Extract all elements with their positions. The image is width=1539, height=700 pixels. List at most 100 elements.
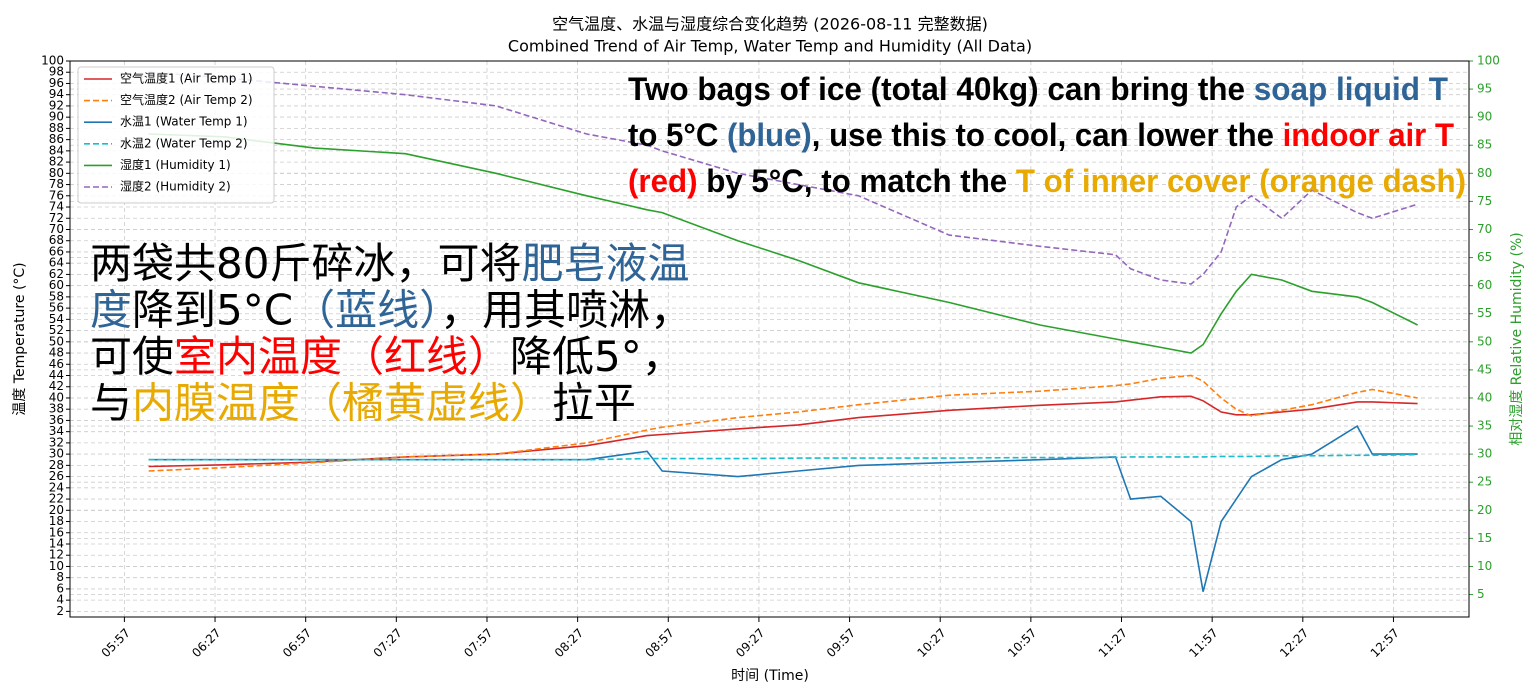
y-tick-label: 64: [49, 256, 64, 270]
annotation-line: (red) by 5°C, to match the T of inner co…: [628, 163, 1466, 199]
annotation-text: 降到5°C: [132, 285, 293, 334]
x-tick-label: 09:27: [733, 626, 767, 660]
y2-tick-label: 90: [1477, 110, 1492, 124]
y-axis-label: 温度 Temperature (°C): [12, 262, 28, 415]
y-tick-label: 2: [56, 604, 64, 618]
series-line: [148, 374, 1418, 472]
annotation-text: (red): [628, 163, 698, 199]
y2-tick-label: 75: [1477, 194, 1492, 208]
y2-tick-label: 70: [1477, 222, 1492, 236]
y-tick-label: 60: [49, 278, 64, 292]
y-tick-label: 94: [49, 87, 64, 101]
y-tick-label: 86: [49, 132, 64, 146]
annotation-text: 与: [90, 378, 132, 427]
y-tick-label: 76: [49, 188, 64, 202]
x-tick-label: 11:27: [1096, 626, 1130, 660]
annotation-text: 可使: [90, 332, 174, 381]
y-tick-label: 8: [56, 570, 64, 584]
y2-tick-label: 10: [1477, 559, 1492, 573]
y-tick-label: 96: [49, 76, 64, 90]
y2-tick-label: 5: [1477, 587, 1485, 601]
legend-label: 空气温度1 (Air Temp 1): [120, 71, 253, 86]
x-tick-label: 08:27: [552, 626, 586, 660]
y-tick-label: 72: [49, 211, 64, 225]
annotation-line: 与内膜温度（橘黄虚线）拉平: [90, 378, 636, 427]
y-tick-label: 32: [49, 435, 64, 449]
y-tick-label: 16: [49, 525, 64, 539]
y-tick-label: 74: [49, 200, 64, 214]
annotation-text: Two bags of ice (total 40kg) can bring t…: [628, 71, 1254, 107]
annotation-text: indoor air T: [1283, 117, 1455, 153]
y-tick-label: 68: [49, 233, 64, 247]
y-tick-label: 98: [49, 65, 64, 79]
annotation-line: 可使室内温度（红线）降低5°，: [90, 332, 684, 381]
y-tick-label: 62: [49, 267, 64, 281]
y2-tick-label: 55: [1477, 306, 1492, 320]
series-line: [148, 453, 1418, 461]
y2-tick-label: 65: [1477, 250, 1492, 264]
y2-tick-label: 20: [1477, 503, 1492, 517]
y2-tick-label: 80: [1477, 166, 1492, 180]
legend-label: 空气温度2 (Air Temp 2): [120, 92, 253, 107]
y-tick-label: 18: [49, 514, 64, 528]
x-tick-label: 05:57: [99, 626, 133, 660]
y2-tick-label: 45: [1477, 362, 1492, 376]
x-tick-label: 10:57: [1005, 626, 1039, 660]
annotation-text: to 5°C: [628, 117, 727, 153]
y-tick-label: 82: [49, 155, 64, 169]
annotation-text: , use this to cool, can lower the: [812, 117, 1283, 153]
annotation-text: 拉平: [552, 378, 636, 427]
y2-axis-label: 相对湿度 Relative Humidity (%): [1509, 232, 1525, 446]
y-tick-label: 56: [49, 301, 64, 315]
series-line: [148, 71, 1418, 285]
x-tick-label: 06:57: [280, 626, 314, 660]
y2-tick-label: 15: [1477, 531, 1492, 545]
y-tick-label: 58: [49, 289, 64, 303]
y2-tick-label: 60: [1477, 278, 1492, 292]
y-tick-label: 50: [49, 334, 64, 348]
x-tick-label: 12:57: [1368, 626, 1402, 660]
legend-label: 水温2 (Water Temp 2): [120, 136, 248, 150]
y-tick-label: 34: [49, 424, 64, 438]
annotation-text: by 5°C, to match the: [698, 163, 1016, 199]
y-tick-label: 44: [49, 368, 64, 382]
y2-tick-label: 50: [1477, 334, 1492, 348]
y-tick-label: 30: [49, 447, 64, 461]
annotation-text: 度: [90, 285, 132, 334]
annotation-line: 度降到5°C（蓝线），用其喷淋，: [90, 285, 692, 334]
annotation-text: （蓝线）: [293, 285, 440, 334]
y2-tick-label: 95: [1477, 82, 1492, 96]
y2-tick-label: 40: [1477, 390, 1492, 404]
annotation-text: 两袋共80斤碎冰，可将: [90, 239, 521, 288]
y-tick-label: 52: [49, 323, 64, 337]
x-tick-label: 07:57: [461, 626, 495, 660]
y-tick-label: 66: [49, 244, 64, 258]
x-tick-label: 09:57: [824, 626, 858, 660]
series-line: [148, 133, 1418, 354]
x-tick-label: 07:27: [371, 626, 405, 660]
series-line: [148, 424, 1418, 592]
y-tick-label: 80: [49, 166, 64, 180]
y2-tick-label: 35: [1477, 419, 1492, 433]
annotation-line: Two bags of ice (total 40kg) can bring t…: [628, 71, 1448, 107]
annotation-text: ，用其喷淋，: [440, 285, 692, 334]
x-axis-label: 时间 (Time): [731, 668, 809, 684]
annotation-line: 两袋共80斤碎冰，可将肥皂液温: [90, 239, 689, 288]
annotation-text: (blue): [727, 117, 812, 153]
legend-label: 水温1 (Water Temp 1): [120, 115, 248, 129]
legend-box: [77, 66, 275, 204]
x-tick-label: 08:57: [643, 626, 677, 660]
x-tick-label: 11:57: [1186, 626, 1220, 660]
y-tick-label: 46: [49, 357, 64, 371]
y-tick-label: 6: [56, 581, 64, 595]
y2-tick-label: 100: [1477, 54, 1500, 68]
chart-title: 空气温度、水温与湿度综合变化趋势 (2026-08-11 完整数据): [552, 15, 988, 34]
annotation-text: 室内温度（红线）: [174, 332, 510, 381]
y-tick-label: 48: [49, 346, 64, 360]
y-tick-label: 78: [49, 177, 64, 191]
y-tick-label: 20: [49, 503, 64, 517]
y-tick-label: 36: [49, 413, 64, 427]
x-tick-label: 12:27: [1277, 626, 1311, 660]
chart-subtitle: Combined Trend of Air Temp, Water Temp a…: [508, 37, 1032, 56]
